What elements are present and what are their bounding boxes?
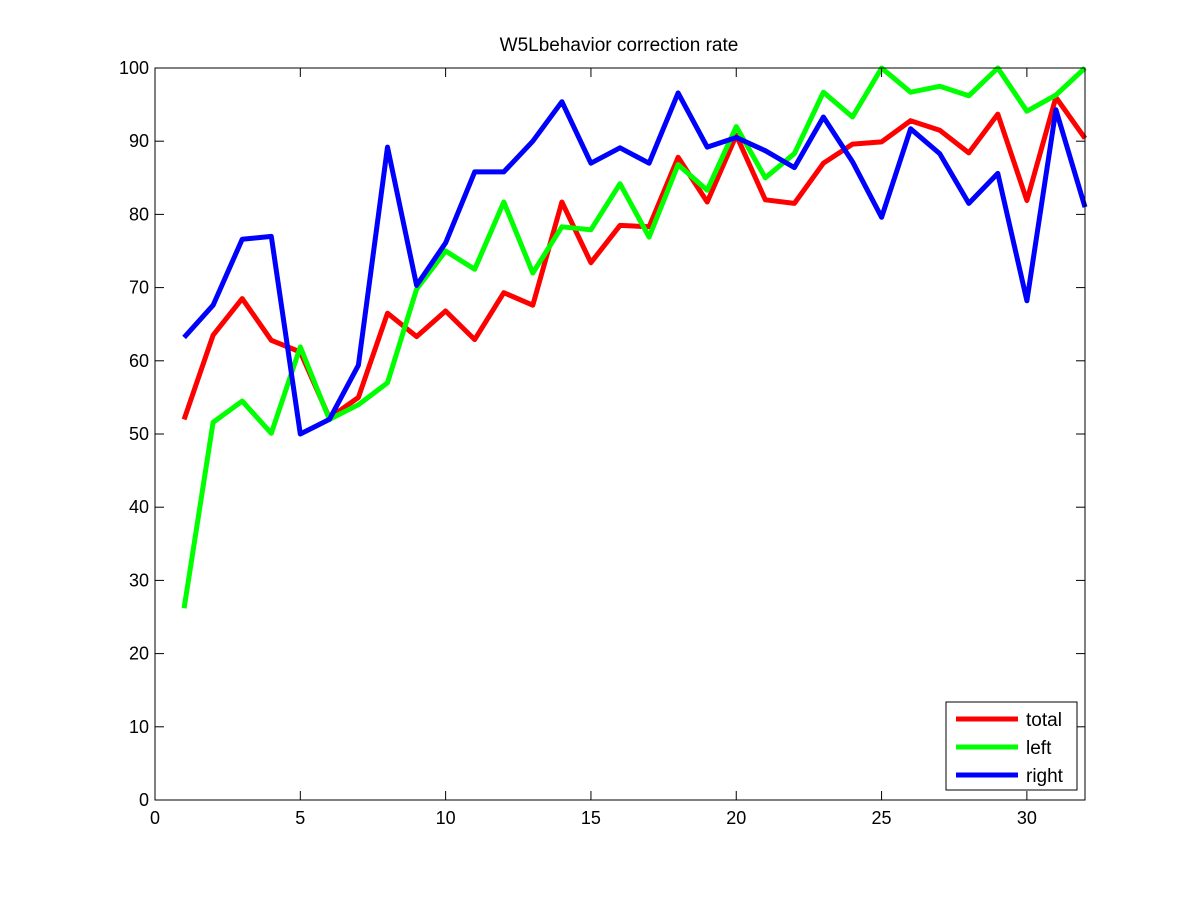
axes-layer: 0 5 10 15 20 25 30 0 10 20 30 40 50 60 70 80 90 100 bbox=[119, 58, 1086, 828]
y-tick-label: 100 bbox=[119, 58, 149, 78]
y-tick-label: 90 bbox=[129, 131, 149, 151]
y-tick-label: 60 bbox=[129, 351, 149, 371]
x-tick-label: 15 bbox=[581, 808, 601, 828]
legend: total left right bbox=[945, 701, 1078, 791]
plot-area bbox=[155, 68, 1085, 800]
series-layer bbox=[181, 65, 1088, 609]
chart-title: W5Lbehavior correction rate bbox=[500, 35, 739, 56]
y-tick-label: 40 bbox=[129, 497, 149, 517]
x-tick-label: 5 bbox=[295, 808, 305, 828]
series-line-left bbox=[181, 65, 1087, 609]
y-tick-label: 20 bbox=[129, 644, 149, 664]
y-tick-label: 0 bbox=[139, 790, 149, 810]
x-tick-label: 25 bbox=[872, 808, 892, 828]
legend-label-right: right bbox=[1026, 766, 1064, 787]
x-tick-label: 0 bbox=[150, 808, 160, 828]
x-tick-label: 20 bbox=[726, 808, 746, 828]
y-tick-label: 80 bbox=[129, 204, 149, 224]
legend-label-total: total bbox=[1026, 710, 1062, 731]
y-tick-label: 70 bbox=[129, 278, 149, 298]
legend-label-left: left bbox=[1026, 738, 1052, 759]
y-tick-label: 30 bbox=[129, 570, 149, 590]
x-tick-label: 30 bbox=[1017, 808, 1037, 828]
x-tick-label: 10 bbox=[436, 808, 456, 828]
y-tick-label: 10 bbox=[129, 717, 149, 737]
series-line-right bbox=[182, 90, 1088, 437]
y-tick-label: 50 bbox=[129, 424, 149, 444]
